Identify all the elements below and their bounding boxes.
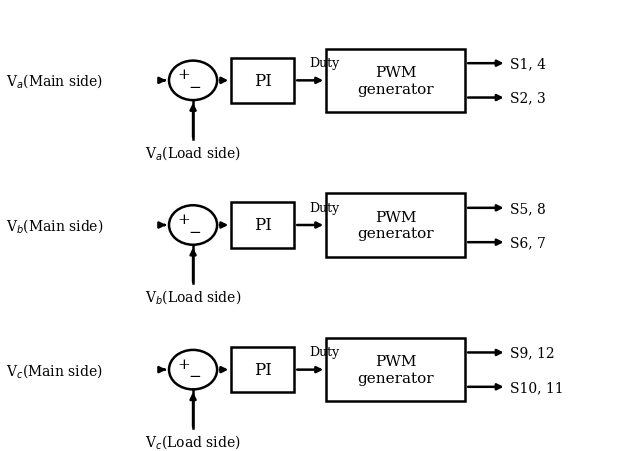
Text: PWM: PWM	[375, 210, 417, 224]
Text: Duty: Duty	[309, 345, 339, 359]
Text: +: +	[177, 357, 191, 371]
Text: PI: PI	[254, 361, 272, 378]
Text: S9, 12: S9, 12	[510, 346, 554, 359]
Bar	[326, 338, 465, 401]
Bar	[326, 50, 465, 113]
Text: S6, 7: S6, 7	[510, 236, 546, 249]
Text: S5, 8: S5, 8	[510, 202, 545, 215]
Text: S10, 11: S10, 11	[510, 380, 563, 394]
Text: V$_c$(Main side): V$_c$(Main side)	[6, 361, 103, 379]
Text: S1, 4: S1, 4	[510, 57, 546, 71]
Bar	[231, 203, 294, 248]
Text: −: −	[188, 225, 201, 239]
Text: Duty: Duty	[309, 201, 339, 214]
Text: V$_b$(Load side): V$_b$(Load side)	[145, 288, 241, 306]
Text: PI: PI	[254, 217, 272, 234]
Text: PWM: PWM	[375, 354, 417, 368]
Text: generator: generator	[357, 227, 434, 241]
Bar	[231, 347, 294, 392]
Text: PI: PI	[254, 73, 272, 90]
Text: V$_b$(Main side): V$_b$(Main side)	[6, 216, 104, 235]
Text: S2, 3: S2, 3	[510, 92, 545, 105]
Text: generator: generator	[357, 83, 434, 97]
Text: V$_a$(Main side): V$_a$(Main side)	[6, 72, 104, 90]
Text: Duty: Duty	[309, 57, 339, 70]
Text: +: +	[177, 212, 191, 226]
Text: V$_c$(Load side): V$_c$(Load side)	[146, 433, 241, 450]
Text: −: −	[188, 81, 201, 95]
Bar	[326, 194, 465, 257]
Text: −: −	[188, 369, 201, 383]
Text: generator: generator	[357, 371, 434, 385]
Text: PWM: PWM	[375, 66, 417, 80]
Text: V$_a$(Load side): V$_a$(Load side)	[145, 144, 241, 161]
Bar	[231, 59, 294, 104]
Text: +: +	[177, 68, 191, 82]
